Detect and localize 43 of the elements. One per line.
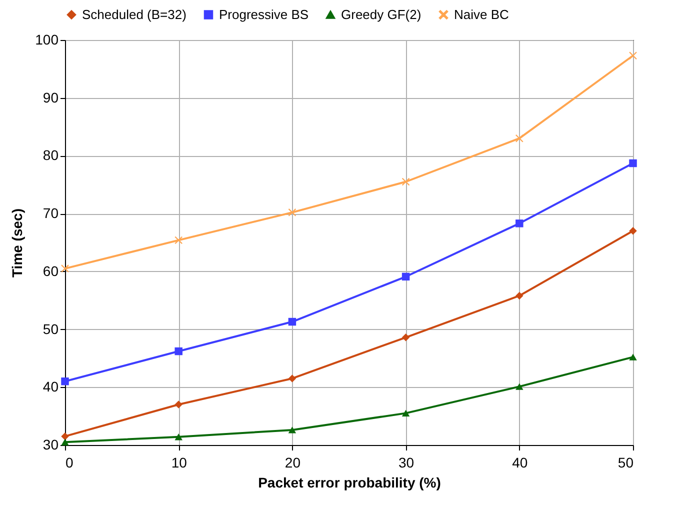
x-tick-label: 30: [398, 454, 414, 470]
point: [174, 347, 182, 356]
point: [174, 400, 182, 408]
point: [288, 374, 296, 382]
point: [288, 208, 296, 216]
point: [402, 272, 410, 281]
point: [61, 264, 69, 272]
point: [61, 377, 69, 386]
point: [516, 220, 524, 228]
legend-label: Greedy GF(2): [341, 6, 422, 22]
y-tick-label: 100: [35, 32, 59, 48]
point: [174, 434, 182, 440]
x-tick-label: 10: [171, 454, 188, 470]
y-axis-title: Time (sec): [9, 208, 26, 278]
x-tick-label: 40: [512, 454, 528, 470]
x-tick-label: 20: [284, 454, 301, 470]
y-tick-label: 30: [42, 436, 59, 452]
point: [516, 292, 524, 300]
point: [629, 227, 637, 235]
y-tick-label: 60: [42, 262, 59, 279]
point: [516, 383, 524, 390]
point: [629, 52, 637, 60]
y-tick-label: 90: [42, 89, 59, 106]
point: [629, 159, 637, 168]
point: [402, 334, 410, 342]
y-tick-label: 40: [42, 378, 59, 395]
legend-label: Progressive BS: [219, 6, 309, 22]
x-tick-label: 0: [66, 454, 74, 470]
legend-label: Naive BC: [454, 6, 509, 22]
point: [174, 236, 182, 244]
point: [288, 318, 296, 326]
point: [61, 432, 69, 440]
point: [629, 354, 637, 360]
point: [516, 134, 524, 142]
y-tick-label: 80: [42, 147, 59, 164]
y-tick-label: 70: [42, 205, 59, 222]
x-tick-label: 50: [618, 454, 634, 470]
point: [402, 178, 410, 186]
point: [288, 426, 296, 434]
point: [402, 410, 410, 417]
y-tick-label: 50: [42, 320, 59, 337]
legend-label: Scheduled (B=32): [82, 6, 186, 22]
x-axis-title: Packet error probability (%): [258, 474, 441, 490]
